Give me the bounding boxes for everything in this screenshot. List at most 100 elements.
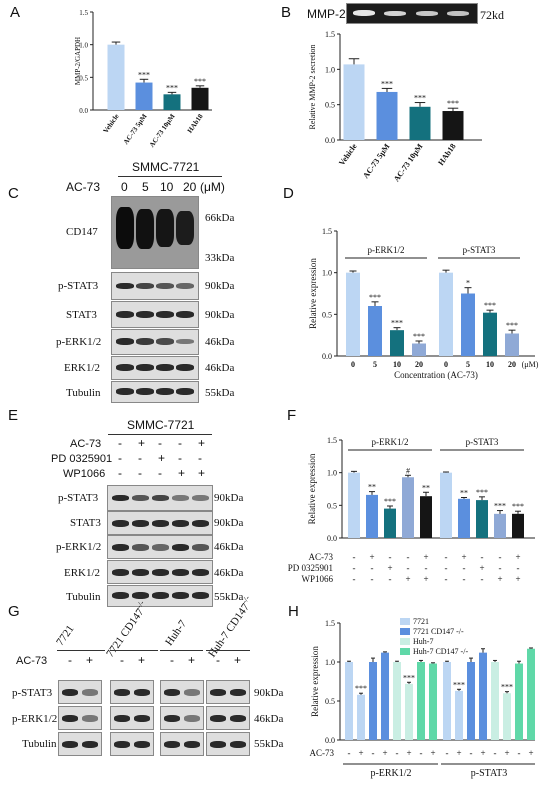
chart-f-treat-mark: -: [445, 552, 448, 562]
chart-d-bar: [505, 333, 519, 356]
blot-g-band: [164, 741, 180, 748]
chart-h-bar: [405, 683, 413, 740]
chart-f-treat-mark: +: [387, 563, 392, 573]
blot-e-stat3-strip: [107, 511, 213, 535]
chart-b-ytick-label: 0.0: [325, 136, 335, 145]
blot-e-mark: +: [158, 451, 166, 465]
blot-e-row-stat3: STAT3: [70, 517, 101, 529]
chart-f-sig: ***: [384, 497, 396, 506]
blot-c-row-tubulin: Tubulin: [66, 387, 101, 399]
kda-33: 33kDa: [205, 252, 235, 264]
chart-d-bar: [390, 330, 404, 356]
blot-g-band: [164, 689, 180, 696]
panel-label-g: G: [8, 603, 20, 620]
blot-g-mark: -: [216, 653, 220, 667]
chart-h-bar: [455, 690, 463, 740]
chart-h-ac73-mark: -: [348, 748, 351, 758]
chart-d-xtick-label: 5: [373, 360, 377, 369]
chart-h-bar: [381, 652, 389, 740]
blot-g-band: [114, 715, 130, 722]
chart-h-bar: [479, 652, 487, 740]
chart-d-bar: [412, 343, 426, 356]
chart-a-bar: [191, 87, 209, 110]
blot-e-mark: -: [138, 451, 142, 465]
chart-f-treat-mark: +: [515, 574, 520, 584]
chart-f-treat-label: PD 0325901: [288, 563, 333, 573]
blot-g-strip: [110, 732, 154, 756]
blot-e-mark: -: [118, 451, 122, 465]
chart-f-treat-mark: +: [497, 574, 502, 584]
chart-d-xunit: (μM): [522, 360, 539, 369]
chart-h-ac73-mark: -: [494, 748, 497, 758]
blot-c-row-pstat3: p-STAT3: [58, 280, 99, 292]
blot-g-band: [164, 715, 180, 722]
chart-b-xtick-label: Vehicle: [337, 142, 359, 168]
blot-e-perk-strip: [107, 535, 213, 559]
chart-f-sig: ***: [512, 502, 524, 511]
chart-f-sig: **: [368, 483, 376, 492]
chart-f-bar: [476, 500, 488, 538]
chart-h-bar: [357, 694, 365, 740]
chart-h-ac73-mark: +: [456, 748, 461, 758]
chart-d-xtick-label: 0: [351, 360, 355, 369]
chart-h-legend-swatch: [400, 618, 410, 625]
blot-e-mark: -: [138, 466, 142, 480]
chart-d-sig: ***: [391, 319, 403, 328]
blot-c-perk-strip: [111, 329, 199, 355]
blot-b-strip: [346, 3, 478, 24]
kda-55a: 55kDa: [205, 387, 235, 399]
chart-f-treat-mark: -: [353, 563, 356, 573]
kda-90b: 90kDa: [205, 309, 235, 321]
chart-b-sig: ***: [414, 94, 426, 103]
blot-c-row-perk: p-ERK1/2: [56, 336, 102, 348]
chart-b-bar: [343, 64, 365, 140]
chart-f-bar: [420, 496, 432, 538]
chart-b-xtick-label: HAb18: [436, 142, 457, 167]
chart-h-sig: ***: [403, 673, 415, 682]
blot-c-stat3-strip: [111, 301, 199, 328]
chart-f-bar: [366, 494, 378, 538]
blot-g-strip: [58, 680, 102, 704]
blot-c-cellline: SMMC-7721: [132, 160, 200, 174]
blot-c-row-cd147: CD147: [66, 226, 98, 238]
chart-h-ac73-mark: +: [430, 748, 435, 758]
kda-e-55: 55kDa: [214, 591, 244, 603]
blot-g-band: [82, 741, 98, 748]
blot-e-mark: +: [198, 436, 206, 450]
chart-h-legend-label: Huh-7 CD147 -/-: [413, 647, 468, 656]
chart-f-treat-label: AC-73: [309, 552, 334, 562]
chart-h-ac73-mark: +: [406, 748, 411, 758]
chart-f-bar: [494, 513, 506, 538]
chart-h-bar: [527, 648, 535, 740]
kda-e-46a: 46kDa: [214, 541, 244, 553]
chart-f-treat-mark: -: [445, 574, 448, 584]
chart-f-treat-mark: -: [463, 574, 466, 584]
blot-g-band: [210, 689, 226, 696]
chart-f-treat-mark: -: [445, 563, 448, 573]
chart-f-bar: [384, 508, 396, 538]
chart-d-sig: ***: [369, 293, 381, 302]
blot-g-mark: -: [170, 653, 174, 667]
chart-d-bar: [461, 293, 475, 356]
chart-f-sig: ***: [494, 502, 506, 511]
blot-e-cellline: SMMC-7721: [127, 418, 195, 432]
chart-b-bar: [409, 106, 431, 140]
chart-d-xtick-label: 0: [444, 360, 448, 369]
chart-f-group-label: p-STAT3: [466, 437, 499, 447]
chart-a-ytick-label: 1.0: [79, 42, 88, 50]
panel-label-e: E: [8, 407, 19, 424]
chart-h-ylabel: Relative expression: [310, 646, 320, 717]
chart-a-sig: ***: [166, 83, 178, 92]
blot-e-treat-pd: PD 0325901: [51, 453, 113, 465]
blot-g-row-perk: p-ERK1/2: [12, 713, 58, 725]
blot-e-row-tubulin: Tubulin: [66, 591, 101, 603]
chart-h-legend-label: 7721: [413, 617, 429, 626]
chart-h-sig: ***: [453, 680, 465, 689]
chart-f-treat-mark: -: [517, 563, 520, 573]
blot-g-band: [230, 741, 246, 748]
chart-f-treat-mark: -: [353, 552, 356, 562]
chart-d-bar: [439, 272, 453, 356]
blot-g-band: [210, 715, 226, 722]
blot-g-strip: [58, 732, 102, 756]
